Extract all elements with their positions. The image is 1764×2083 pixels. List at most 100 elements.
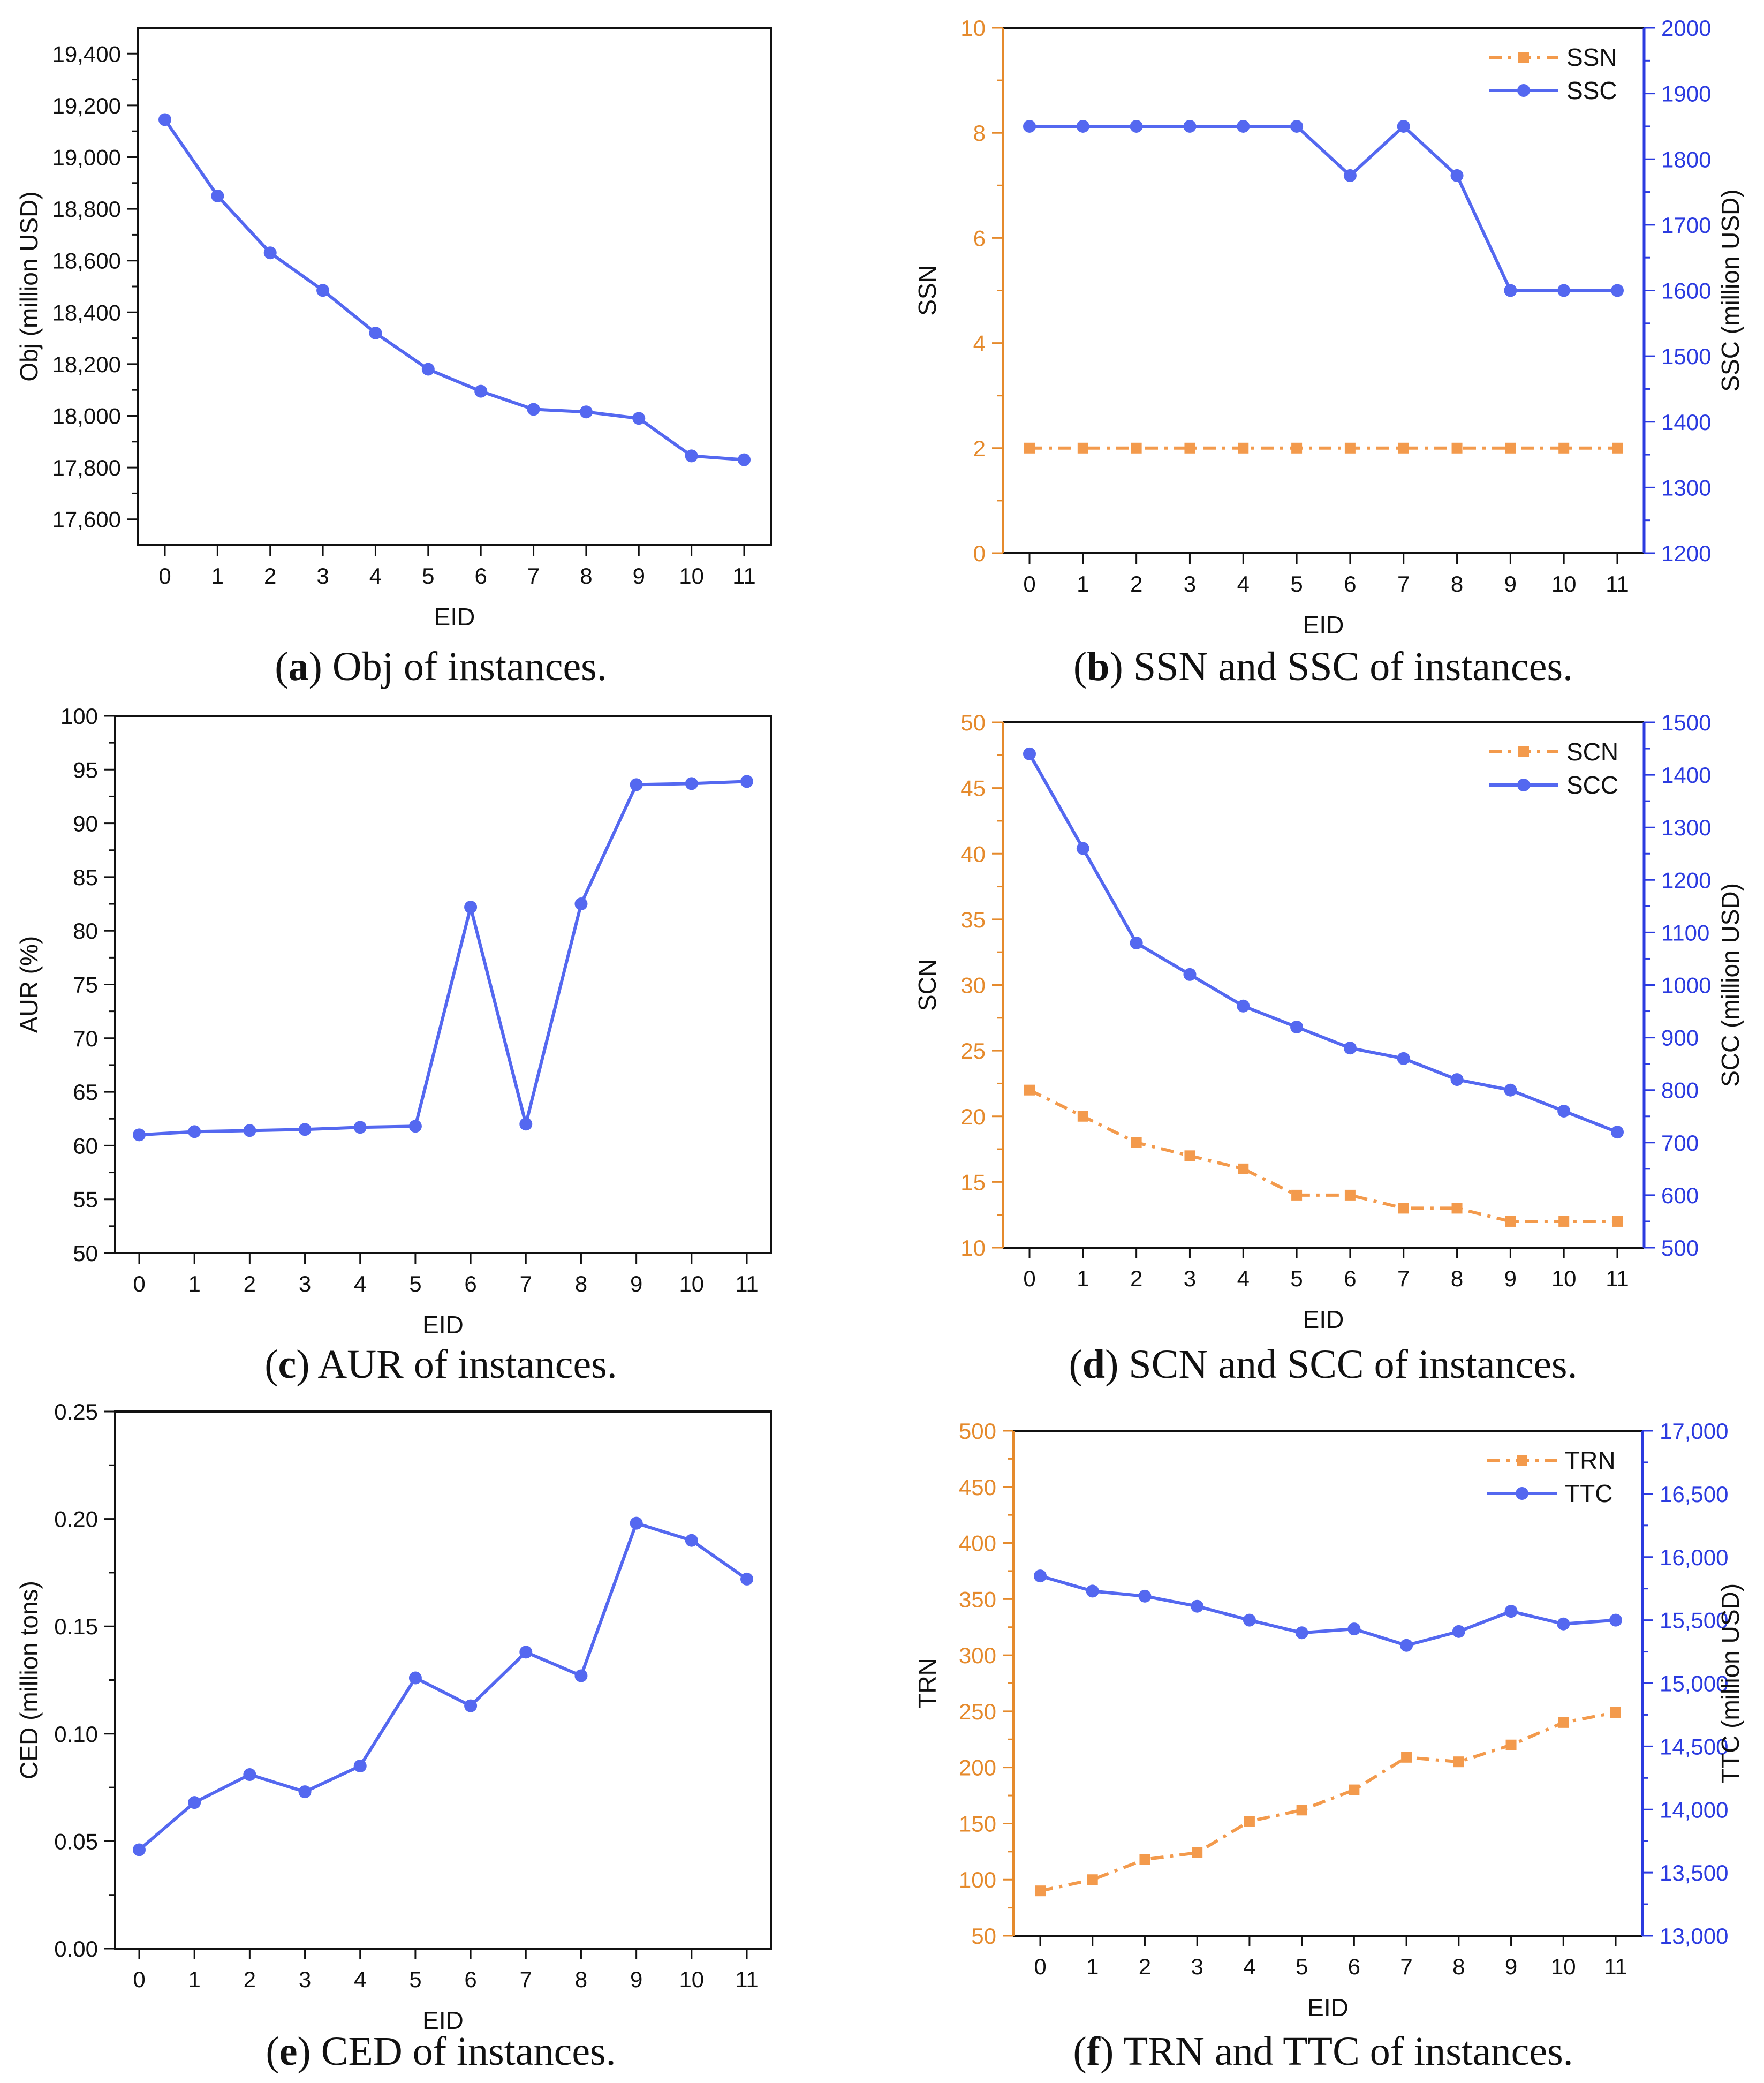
caption-c-text: AUR of instances. <box>317 1342 617 1387</box>
caption-b-text: SSN and SSC of instances. <box>1133 644 1573 689</box>
data-point-scn <box>1184 1150 1195 1161</box>
x-tick-label-f: 4 <box>1243 1954 1255 1979</box>
caption-b-letter: b <box>1087 644 1110 689</box>
caption-c-letter: c <box>278 1342 297 1387</box>
y-left-a-tick-label: 18,200 <box>52 352 121 377</box>
y-right-b-tick-label: 1600 <box>1661 278 1711 304</box>
y-left-e-tick-label: 0.20 <box>54 1507 98 1532</box>
data-point-ced <box>298 1785 312 1799</box>
y-left-c-tick-label: 50 <box>73 1241 98 1266</box>
caption-a: (a) Obj of instances. <box>275 644 607 689</box>
data-point-scn <box>1505 1216 1516 1227</box>
data-point-scc <box>1237 999 1250 1013</box>
data-point-scn <box>1131 1137 1142 1148</box>
x-tick-label-f: 6 <box>1348 1954 1360 1979</box>
data-point-obj <box>316 284 330 297</box>
legend-label-ssc: SSC <box>1566 77 1617 104</box>
data-point-ttc <box>1138 1589 1152 1603</box>
y-right-axis-label-f: TTC (million USD) <box>1716 1583 1744 1783</box>
data-point-scn <box>1238 1163 1249 1174</box>
data-point-scn <box>1398 1203 1409 1214</box>
y-left-d-tick-label: 15 <box>960 1169 986 1195</box>
x-tick-label-b: 0 <box>1023 571 1035 597</box>
x-tick-label-d: 7 <box>1397 1266 1410 1291</box>
data-point-ssn <box>1184 442 1195 454</box>
y-left-a-tick-label: 18,400 <box>52 300 121 325</box>
series-line-ssc <box>1029 124 1617 292</box>
data-point-trn <box>1401 1752 1412 1763</box>
data-point-scn <box>1077 1111 1088 1122</box>
data-point-scc <box>1183 968 1197 981</box>
legend-marker-scn <box>1518 746 1529 757</box>
y-left-f-tick-label: 300 <box>959 1643 996 1668</box>
x-tick-label-a: 4 <box>369 563 382 588</box>
data-point-ssc <box>1504 284 1517 297</box>
x-tick-label-e: 11 <box>735 1967 759 1992</box>
data-point-ssn <box>1077 442 1088 454</box>
data-point-ttc <box>1557 1617 1570 1631</box>
chart-f-svg: 0 1 2 3 4 5 6 7 8 9 10 11 EID 50 100 150 200 250 300 350 400… <box>913 1418 1744 2021</box>
x-tick-label-e: 6 <box>464 1967 476 1992</box>
data-point-ced <box>353 1759 367 1772</box>
y-right-f-tick-label: 13,500 <box>1660 1860 1728 1885</box>
data-point-obj <box>685 449 698 463</box>
chart-a-svg: 0 1 2 3 4 5 6 7 8 9 10 11 EID 17,600 17,800 18,000 18,20… <box>15 27 772 631</box>
y-left-d-tick-label: 25 <box>960 1038 986 1063</box>
data-point-trn <box>1192 1847 1203 1858</box>
y-left-f-tick-label: 500 <box>959 1418 996 1444</box>
x-tick-label-f: 9 <box>1505 1954 1517 1979</box>
x-tick-label-d: 5 <box>1290 1266 1303 1291</box>
data-point-ssn <box>1238 442 1249 454</box>
data-point-trn <box>1244 1816 1255 1827</box>
data-point-scn <box>1024 1084 1035 1096</box>
data-point-ced <box>243 1768 256 1782</box>
x-tick-label-a: 9 <box>633 563 645 588</box>
x-tick-label-e: 4 <box>354 1967 366 1992</box>
x-tick-label-a: 3 <box>316 563 329 588</box>
data-point-ttc <box>1452 1625 1465 1638</box>
y-left-f-tick-label: 400 <box>959 1531 996 1556</box>
y-right-f-tick-label: 13,000 <box>1660 1923 1728 1949</box>
plot-frame-c <box>114 715 772 1254</box>
x-tick-label-a: 10 <box>679 563 704 588</box>
x-tick-label-f: 11 <box>1604 1954 1627 1979</box>
y-left-a-tick-label: 18,600 <box>52 248 121 274</box>
x-tick-label-f: 7 <box>1400 1954 1412 1979</box>
data-point-scn <box>1344 1189 1356 1201</box>
y-left-f-tick-label: 350 <box>959 1587 996 1612</box>
data-point-aur <box>188 1125 201 1138</box>
caption-f: (f) TRN and TTC of instances. <box>1073 2029 1573 2074</box>
data-point-scc <box>1023 747 1036 760</box>
y-left-c-tick-label: 80 <box>73 918 98 944</box>
y-left-f-tick-label: 250 <box>959 1699 996 1724</box>
data-point-ced <box>685 1534 698 1547</box>
data-point-obj <box>211 189 224 202</box>
data-point-ssc <box>1343 169 1357 182</box>
chart-e-svg: 0 1 2 3 4 5 6 7 8 9 10 11 EID 0.00 0.05 0.10 0.15 0.20 0.2… <box>15 1399 772 2034</box>
data-point-scn <box>1291 1189 1303 1201</box>
caption-a-letter: a <box>288 644 309 689</box>
y-right-f-tick-label: 16,500 <box>1660 1482 1728 1507</box>
data-point-obj <box>474 384 488 398</box>
y-right-d-tick-label: 500 <box>1661 1235 1699 1261</box>
data-point-ssn <box>1291 442 1303 454</box>
y-left-e-tick-label: 0.15 <box>54 1614 98 1639</box>
x-tick-label-e: 2 <box>244 1967 256 1992</box>
chart-b-svg: 0 1 2 3 4 5 6 7 8 9 10 11 EID 0 2 4 6 8 10 SSN 1200 1300 1400 1… <box>913 16 1744 639</box>
y-left-a-tick-label: 19,000 <box>52 145 121 170</box>
legend-marker-ssc <box>1517 84 1530 97</box>
y-left-a-tick-label: 19,400 <box>52 41 121 66</box>
y-right-f-tick-label: 15,500 <box>1660 1608 1728 1633</box>
caption-e-letter: e <box>279 2029 298 2074</box>
chart-panel-e: 0 1 2 3 4 5 6 7 8 9 10 11 EID 0.00 0.05 0.10 0.15 0.20 0.2… <box>0 1389 882 2083</box>
x-tick-label-e: 5 <box>409 1967 421 1992</box>
y-right-d-tick-label: 1100 <box>1661 920 1709 945</box>
data-point-ced <box>519 1646 533 1659</box>
data-point-trn <box>1610 1707 1621 1718</box>
data-point-obj <box>579 405 593 419</box>
chart-panel-b: 0 1 2 3 4 5 6 7 8 9 10 11 EID 0 2 4 6 8 10 SSN 1200 1300 1400 1… <box>882 0 1764 694</box>
data-point-trn <box>1453 1756 1464 1768</box>
data-point-ttc <box>1347 1622 1361 1636</box>
data-point-trn <box>1349 1784 1360 1795</box>
y-left-e-tick-label: 0.25 <box>54 1399 98 1424</box>
